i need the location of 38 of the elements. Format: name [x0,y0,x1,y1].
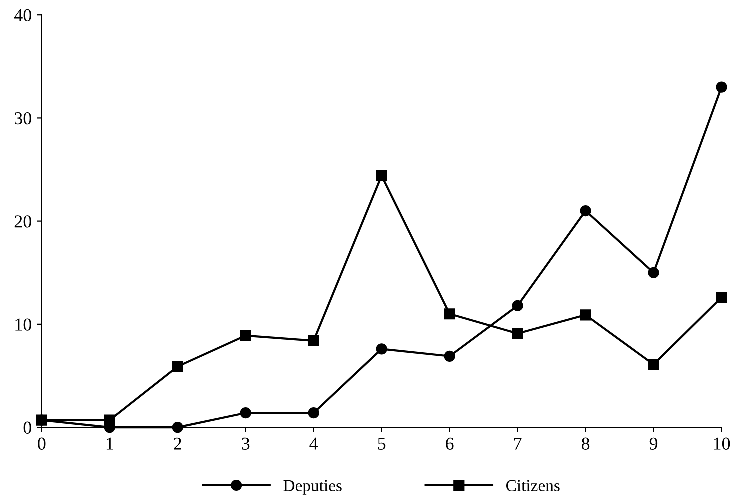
point [172,361,184,372]
legend-label: Citizens [506,480,560,492]
x-tick-label: 9 [650,438,658,450]
point [444,350,456,362]
point [648,359,660,370]
point [580,205,592,217]
x-tick-label: 10 [714,438,730,450]
x-tick-label: 6 [446,438,454,450]
x-tick-label: 8 [582,438,590,450]
x-tick-label: 3 [242,438,250,450]
point [376,344,388,355]
point [240,408,252,419]
point [716,292,728,304]
y-tick-label: 0 [24,422,32,434]
point [512,328,524,340]
y-tick-label: 10 [16,318,32,331]
point [308,335,320,346]
point [308,408,320,419]
y-tick-label: 20 [14,216,32,228]
y-tick-label: 40 [14,9,32,22]
point [512,300,524,312]
point [104,414,116,426]
x-tick-label: 7 [514,438,522,450]
point [172,422,184,434]
x-tick-label: 0 [38,438,46,450]
point [580,310,592,321]
point [240,330,252,342]
y-tick-label: 30 [14,112,32,125]
point [444,308,456,320]
x-tick-label: 5 [378,438,386,450]
legend-label: Deputies [284,480,342,495]
point [716,82,728,93]
point [648,267,660,278]
x-tick-label: 1 [106,438,114,450]
x-tick-label: 4 [310,438,318,450]
point [376,170,388,182]
point [36,414,48,426]
x-tick-label: 2 [174,438,182,450]
